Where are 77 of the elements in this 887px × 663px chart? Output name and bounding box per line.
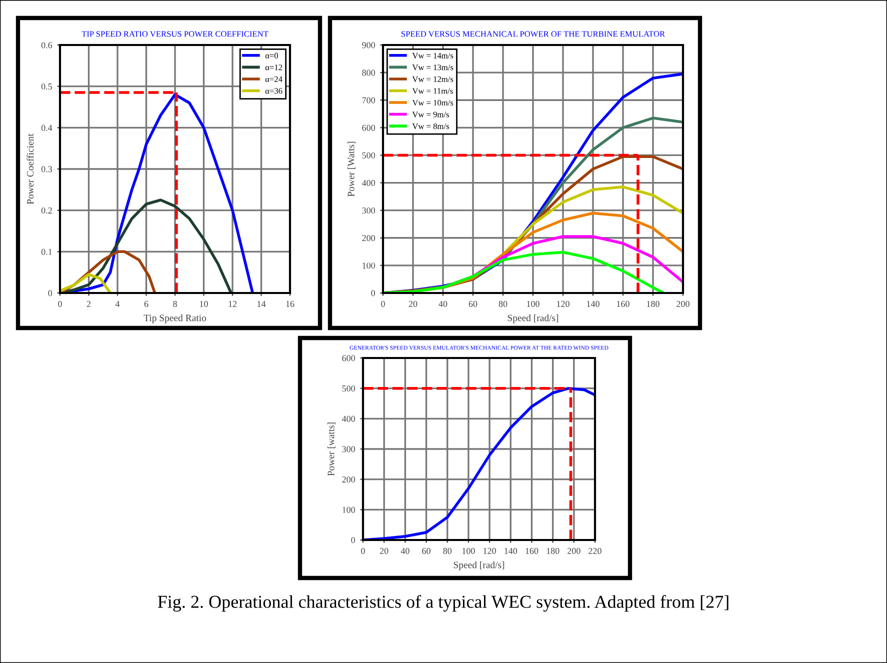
x-tick-label: 120 [557, 300, 570, 307]
y-tick-label: 300 [362, 207, 376, 214]
x-tick-label: 10 [200, 300, 208, 307]
x-tick-label: 80 [498, 300, 508, 307]
x-tick-label: 40 [400, 548, 410, 554]
y-tick-label: 900 [362, 42, 376, 48]
x-tick-label: 12 [228, 300, 237, 307]
caption: Fig. 2. Operational characteristics of a typical WEC system. Adapted from [27] [158, 595, 728, 612]
x-tick-label: 160 [617, 300, 630, 307]
y-tick-label: 0.3 [41, 166, 52, 172]
legend-label: Vw = 8m/s [412, 123, 449, 130]
x-tick-label: 140 [504, 548, 518, 554]
y-tick-label: 700 [362, 97, 376, 104]
x-axis-title: Speed [rad/s] [454, 561, 504, 570]
y-tick-label: 400 [362, 180, 376, 186]
legend-label: Vw = 14m/s [412, 52, 454, 58]
y-tick-label: 800 [362, 70, 376, 76]
y-tick-label: 600 [342, 355, 356, 362]
y-tick-label: 200 [342, 476, 356, 483]
y-tick-label: 0 [371, 290, 376, 296]
y-axis-title: Power [watts] [327, 422, 336, 476]
y-tick-label: 0.2 [41, 207, 52, 214]
chart-title: SPEED VERSUS MECHANICAL POWER OF THE TURBINE EMULATOR [401, 31, 666, 37]
y-axis-title: Power [Watts] [347, 142, 356, 197]
x-tick-label: 200 [568, 548, 580, 554]
x-tick-label: 160 [526, 548, 538, 554]
x-tick-label: 180 [546, 548, 560, 554]
y-tick-label: 500 [362, 152, 376, 158]
legend-label: Vw = 12m/s [412, 76, 454, 82]
legend-label: α=24 [265, 76, 282, 82]
y-tick-label: 0 [48, 290, 52, 296]
chart-title: TIP SPEED RATIO VERSUS POWER COEFFICIENT [82, 31, 268, 37]
y-tick-label: 400 [342, 416, 356, 422]
x-axis-title: Speed [rad/s] [508, 314, 558, 324]
y-tick-label: 300 [342, 446, 356, 452]
x-tick-label: 4 [115, 300, 120, 307]
x-tick-label: 80 [443, 548, 452, 554]
x-tick-label: 100 [462, 548, 475, 554]
x-tick-label: 180 [647, 300, 660, 307]
y-tick-label: 100 [362, 262, 376, 269]
x-tick-label: 8 [173, 300, 177, 307]
legend-label: α=12 [265, 64, 282, 70]
x-tick-label: 220 [588, 548, 602, 554]
x-axis-title: Tip Speed Ratio [144, 314, 206, 324]
y-tick-label: 600 [362, 124, 376, 131]
line-series [60, 273, 112, 293]
y-tick-label: 0.5 [41, 83, 52, 90]
x-tick-label: 20 [380, 548, 388, 554]
y-tick-label: 100 [342, 506, 356, 513]
x-tick-label: 60 [422, 548, 430, 554]
legend-label: Vw = 9m/s [412, 112, 449, 118]
x-tick-label: 20 [408, 300, 418, 307]
legend-label: Vw = 13m/s [412, 64, 454, 70]
y-tick-label: 0.6 [41, 42, 52, 48]
y-tick-label: 200 [362, 235, 376, 242]
x-tick-label: 140 [587, 300, 600, 307]
y-tick-label: 0.4 [41, 124, 52, 131]
x-tick-label: 2 [86, 300, 91, 307]
x-tick-label: 0 [381, 300, 385, 307]
y-tick-label: 0.1 [41, 248, 52, 255]
x-tick-label: 0 [58, 300, 62, 307]
legend-label: Vw = 11m/s [412, 88, 453, 94]
x-tick-label: 14 [258, 300, 266, 307]
x-tick-label: 200 [676, 300, 690, 307]
y-tick-label: 0 [351, 537, 356, 544]
line-series [383, 250, 665, 293]
x-tick-label: 60 [468, 300, 478, 307]
x-tick-label: 100 [527, 300, 540, 307]
legend-label: α=36 [265, 88, 282, 94]
y-axis-title: Power Coefficient [26, 134, 34, 204]
legend-label: α=0 [265, 52, 278, 58]
x-tick-label: 16 [286, 300, 294, 307]
x-tick-label: 6 [144, 300, 148, 307]
x-tick-label: 40 [438, 300, 448, 307]
legend-label: Vw = 10m/s [412, 100, 454, 106]
x-tick-label: 120 [484, 548, 496, 554]
y-tick-label: 500 [342, 385, 356, 392]
